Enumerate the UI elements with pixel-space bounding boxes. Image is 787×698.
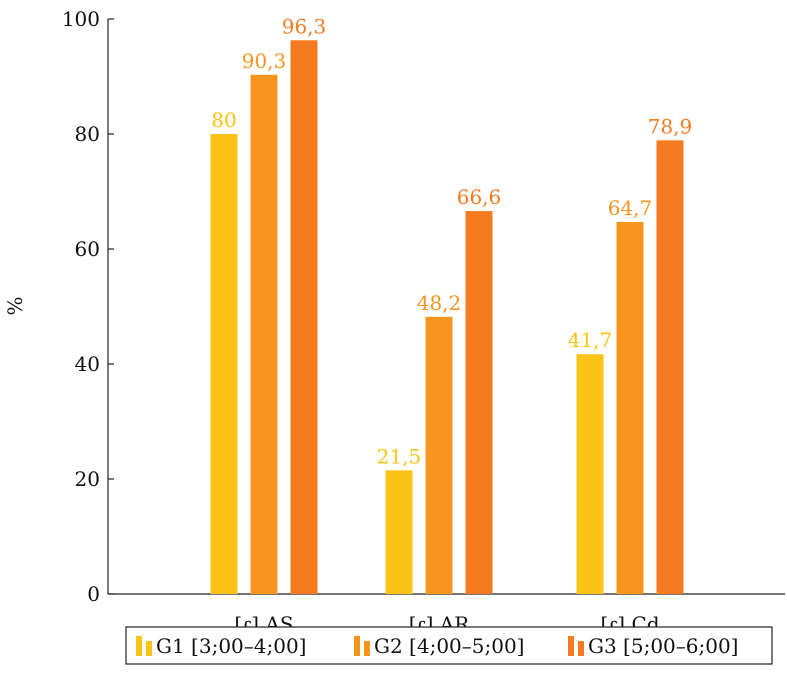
y-tick-label: 60 [75,237,100,261]
legend-swatch [578,641,584,656]
legend-swatch [136,636,142,656]
legend-entry-label: G1 [3;00–4;00] [156,634,307,658]
bar [250,74,278,594]
data-label: 21,5 [377,444,422,468]
legend-swatch [364,641,370,656]
data-label: 66,6 [457,185,502,209]
bar [656,140,684,594]
bar [576,354,604,594]
legend-swatch [354,636,360,656]
legend-entry-label: G3 [5;00–6;00] [588,634,739,658]
bar [290,40,318,594]
bar [385,470,413,594]
data-label: 64,7 [608,196,653,220]
bar [465,211,493,595]
y-tick-label: 20 [75,467,100,491]
legend-entry-label: G2 [4;00–5;00] [374,634,525,658]
bar [210,134,238,594]
data-label: 78,9 [648,114,693,138]
chart-legend: G1 [3;00–4;00] G2 [4;00–5;00] G3 [5;00–6;0… [125,626,773,665]
bar [616,221,644,594]
legend-swatch [146,641,152,656]
data-label: 96,3 [282,14,327,38]
y-axis-label: % [3,296,27,315]
data-label: 80 [211,108,236,132]
data-label: 41,7 [568,328,613,352]
y-tick-label: 0 [87,582,100,606]
legend-box [125,626,773,665]
data-label: 48,2 [417,291,462,315]
legend-swatch [568,636,574,656]
data-label: 90,3 [242,49,287,73]
y-tick-label: 100 [62,7,100,31]
bar [425,316,453,594]
y-tick-label: 40 [75,352,100,376]
y-tick-label: 80 [75,122,100,146]
chart-bars: 80 90,3 96,3 21,5 48,2 66,6 41,7 64,7 78,9 [210,14,693,595]
